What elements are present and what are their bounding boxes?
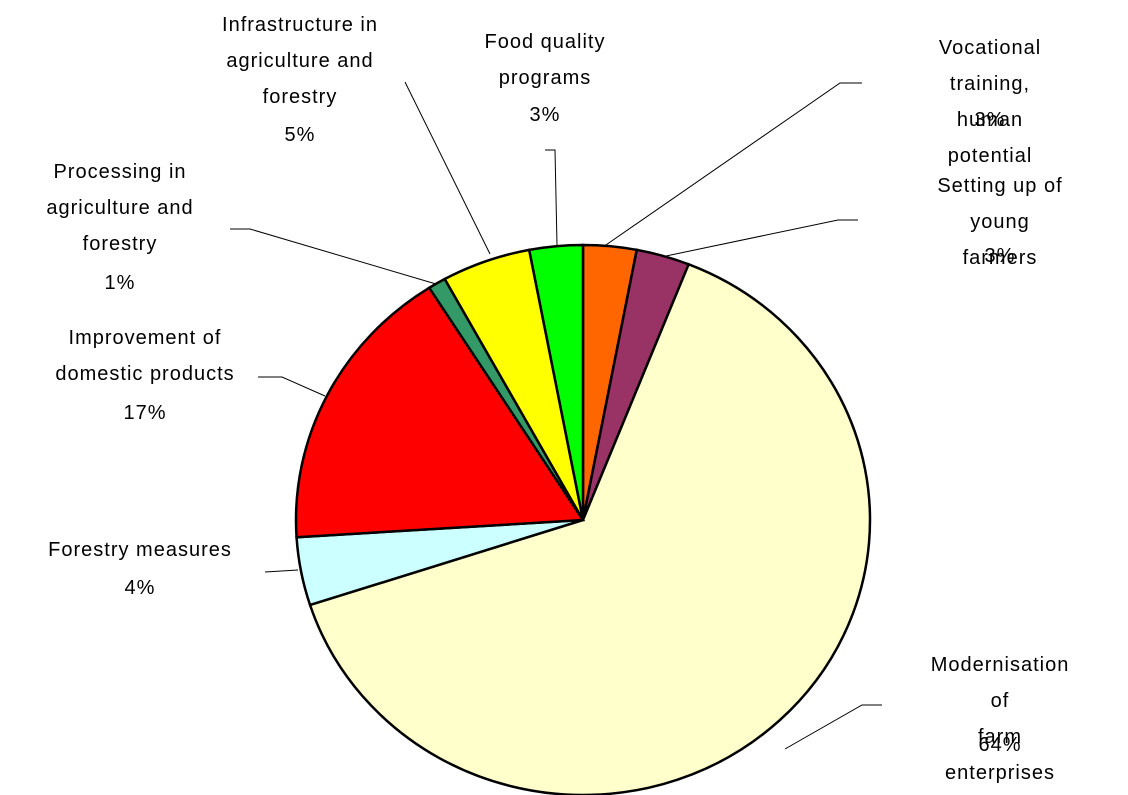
leader-line xyxy=(404,81,491,255)
slice-label: Vocational training, human potential xyxy=(938,37,1042,167)
leader-line xyxy=(784,704,882,750)
leader-line xyxy=(258,376,326,397)
slice-percent: 3% xyxy=(984,245,1016,267)
slice-percent: 64% xyxy=(978,734,1022,756)
slice-percent: 17% xyxy=(123,402,167,424)
leader-line xyxy=(545,149,558,246)
slice-label: Forestry measures xyxy=(48,539,232,561)
slice-percent: 3% xyxy=(974,109,1006,131)
slice-percent: 1% xyxy=(104,272,136,294)
slice-label: Setting up of young farmers xyxy=(937,175,1063,269)
slice-label: Food quality programs xyxy=(484,31,606,89)
slice-percent: 3% xyxy=(529,104,561,126)
leader-line xyxy=(264,569,299,573)
slice-label: Improvement of domestic products xyxy=(55,327,235,385)
pie-slice xyxy=(308,262,872,795)
slice-percent: 5% xyxy=(284,124,316,146)
slice-label: Processing in agriculture and forestry xyxy=(46,161,194,255)
leader-line xyxy=(230,228,437,285)
pie-slice xyxy=(527,243,585,521)
leader-line xyxy=(602,82,862,248)
slice-label: Modernisation of farm enterprises xyxy=(930,654,1070,784)
pie-slice xyxy=(294,286,586,539)
leader-line xyxy=(665,219,858,257)
slice-percent: 4% xyxy=(124,577,156,599)
slice-label: Infrastructure in agriculture and forest… xyxy=(222,14,378,108)
